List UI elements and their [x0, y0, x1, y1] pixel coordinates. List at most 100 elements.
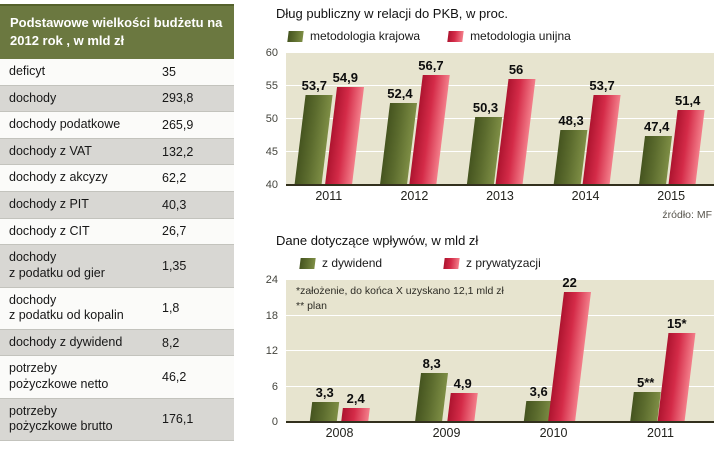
bar-group-2013: 50,3 56 — [457, 53, 543, 185]
red-bar — [668, 109, 705, 185]
y-tick-label: 55 — [265, 80, 278, 92]
row-value: 40,3 — [162, 197, 187, 212]
plot-row: 0 6 12 18 24 *założenie, do końca X uzyskano… — [250, 274, 716, 428]
plot-row: 40 45 50 55 60 53,7 54,9 52,4 56,7 50,3 56 48,3 53,… — [250, 47, 716, 191]
row-value: 176,1 — [162, 412, 194, 427]
bar-value-label: 5** — [637, 375, 655, 391]
legend-item-unijna: metodologia unijna — [447, 29, 571, 43]
bar-value-label: 52,4 — [387, 86, 413, 102]
legend-label: metodologia unijna — [470, 29, 571, 43]
row-label: deficyt — [9, 63, 46, 78]
legend-item-prywatyzacja: z prywatyzacji — [443, 256, 541, 270]
row-label: dochody z VAT — [9, 143, 92, 158]
x-axis-labels: 2008 2009 2010 2011 — [286, 426, 714, 440]
green-bar — [553, 130, 587, 185]
budget-table: Podstawowe wielkości budżetu na 2012 rok… — [0, 4, 234, 441]
y-tick-label: 40 — [265, 179, 278, 191]
bar-group-2008: 3,3 2,4 — [286, 280, 393, 422]
y-tick-label: 50 — [265, 113, 278, 125]
bar-value-label: 50,3 — [472, 100, 499, 116]
green-bar — [629, 392, 661, 422]
bar-value-label: 2,4 — [346, 390, 365, 406]
red-bar — [324, 86, 364, 185]
bar-wrap: 3,3 — [309, 280, 339, 422]
legend-label: z prywatyzacji — [466, 256, 541, 270]
x-axis-labels: 2011 2012 2013 2014 2015 — [286, 189, 714, 203]
bar-wrap: 22 — [547, 275, 591, 422]
bar-wrap: 53,7 — [582, 53, 621, 185]
row-value: 62,2 — [162, 171, 187, 186]
bar-group-2011: 5** 15* — [607, 280, 714, 422]
row-label: dochody — [9, 90, 57, 105]
bar-value-label: 3,3 — [315, 385, 334, 401]
plot-area: 53,7 54,9 52,4 56,7 50,3 56 48,3 53,7 47,4 51,4 — [286, 53, 714, 186]
x-axis-label: 2011 — [647, 426, 674, 440]
legend: metodologia krajowa metodologia unijna — [287, 29, 716, 43]
table-row: dochody z podatku od gier 1,35 — [0, 245, 234, 288]
row-label: dochody z akcyzy — [9, 170, 108, 185]
row-value: 35 — [162, 64, 176, 79]
x-axis: 2011 2012 2013 2014 2015 — [250, 189, 716, 203]
row-label: dochody z podatku od kopalin — [9, 292, 124, 323]
bar-value-label: 53,7 — [301, 77, 327, 93]
row-label: dochody z dywidend — [9, 334, 123, 349]
x-axis-label: 2009 — [432, 426, 461, 440]
green-swatch-icon — [287, 30, 304, 42]
y-tick-label: 6 — [271, 380, 278, 393]
charts-column: Dług publiczny w relacji do PKB, w proc.… — [250, 0, 716, 440]
bar-group-2012: 52,4 56,7 — [372, 53, 458, 185]
bar-value-label: 56 — [508, 62, 524, 78]
bar-wrap: 15* — [657, 280, 695, 422]
row-value: 132,2 — [162, 144, 194, 159]
gridline — [286, 314, 714, 316]
red-bar — [495, 79, 536, 185]
row-value: 265,9 — [162, 117, 194, 132]
y-tick-label: 0 — [271, 416, 278, 428]
y-tick-label: 60 — [265, 47, 278, 59]
bar-value-label: 8,3 — [422, 355, 441, 371]
green-bar — [639, 136, 673, 185]
legend-item-dywidendy: z dywidend — [299, 256, 382, 270]
bar-wrap: 3,6 — [523, 280, 553, 422]
bar-group-2009: 8,3 4,9 — [393, 280, 500, 422]
bar-value-label: 47,4 — [644, 119, 670, 135]
green-swatch-icon — [299, 257, 316, 269]
bar-value-label: 48,3 — [558, 113, 584, 129]
bar-group-2011: 53,7 54,9 — [286, 53, 372, 185]
bar-wrap: 47,4 — [639, 53, 673, 185]
axis-spacer — [250, 189, 286, 203]
bar-wrap: 50,3 — [466, 53, 503, 185]
table-row: dochody 293,8 — [0, 85, 234, 113]
table-row: dochody z CIT 26,7 — [0, 218, 234, 246]
x-axis: 2008 2009 2010 2011 — [250, 426, 716, 440]
row-label: dochody z CIT — [9, 223, 90, 238]
red-bar — [340, 407, 370, 422]
x-axis-label: 2010 — [539, 426, 568, 440]
bar-value-label: 54,9 — [332, 69, 358, 85]
budget-table-body: deficyt 35 dochody 293,8 dochody podatkowe 26… — [0, 58, 234, 441]
row-value: 26,7 — [162, 224, 187, 239]
row-label: dochody podatkowe — [9, 117, 121, 132]
red-bar — [409, 74, 451, 185]
table-row: dochody z PIT 40,3 — [0, 192, 234, 219]
table-row: dochody z akcyzy 62,2 — [0, 165, 234, 192]
table-row: dochody z podatku od kopalin 1,8 — [0, 287, 234, 330]
bar-value-label: 51,4 — [675, 92, 701, 108]
bar-wrap: 56,7 — [409, 53, 451, 185]
red-bar — [446, 393, 478, 422]
green-bar — [309, 402, 339, 422]
table-row: dochody podatkowe 265,9 — [0, 112, 234, 139]
red-bar — [582, 94, 621, 185]
axis-spacer — [250, 426, 286, 440]
legend: z dywidend z prywatyzacji — [299, 256, 716, 270]
bar-group-2010: 3,6 22 — [500, 275, 607, 422]
bar-wrap: 4,9 — [446, 280, 478, 422]
table-row: potrzeby pożyczkowe netto 46,2 — [0, 356, 234, 399]
table-row: dochody z VAT 132,2 — [0, 138, 234, 166]
source-note: źródło: MF — [662, 209, 712, 221]
gridline — [286, 350, 714, 351]
bar-wrap: 54,9 — [324, 53, 364, 185]
y-tick-label: 12 — [265, 345, 278, 357]
x-axis-label: 2011 — [315, 189, 343, 203]
table-row: potrzeby pożyczkowe brutto 176,1 — [0, 398, 234, 441]
